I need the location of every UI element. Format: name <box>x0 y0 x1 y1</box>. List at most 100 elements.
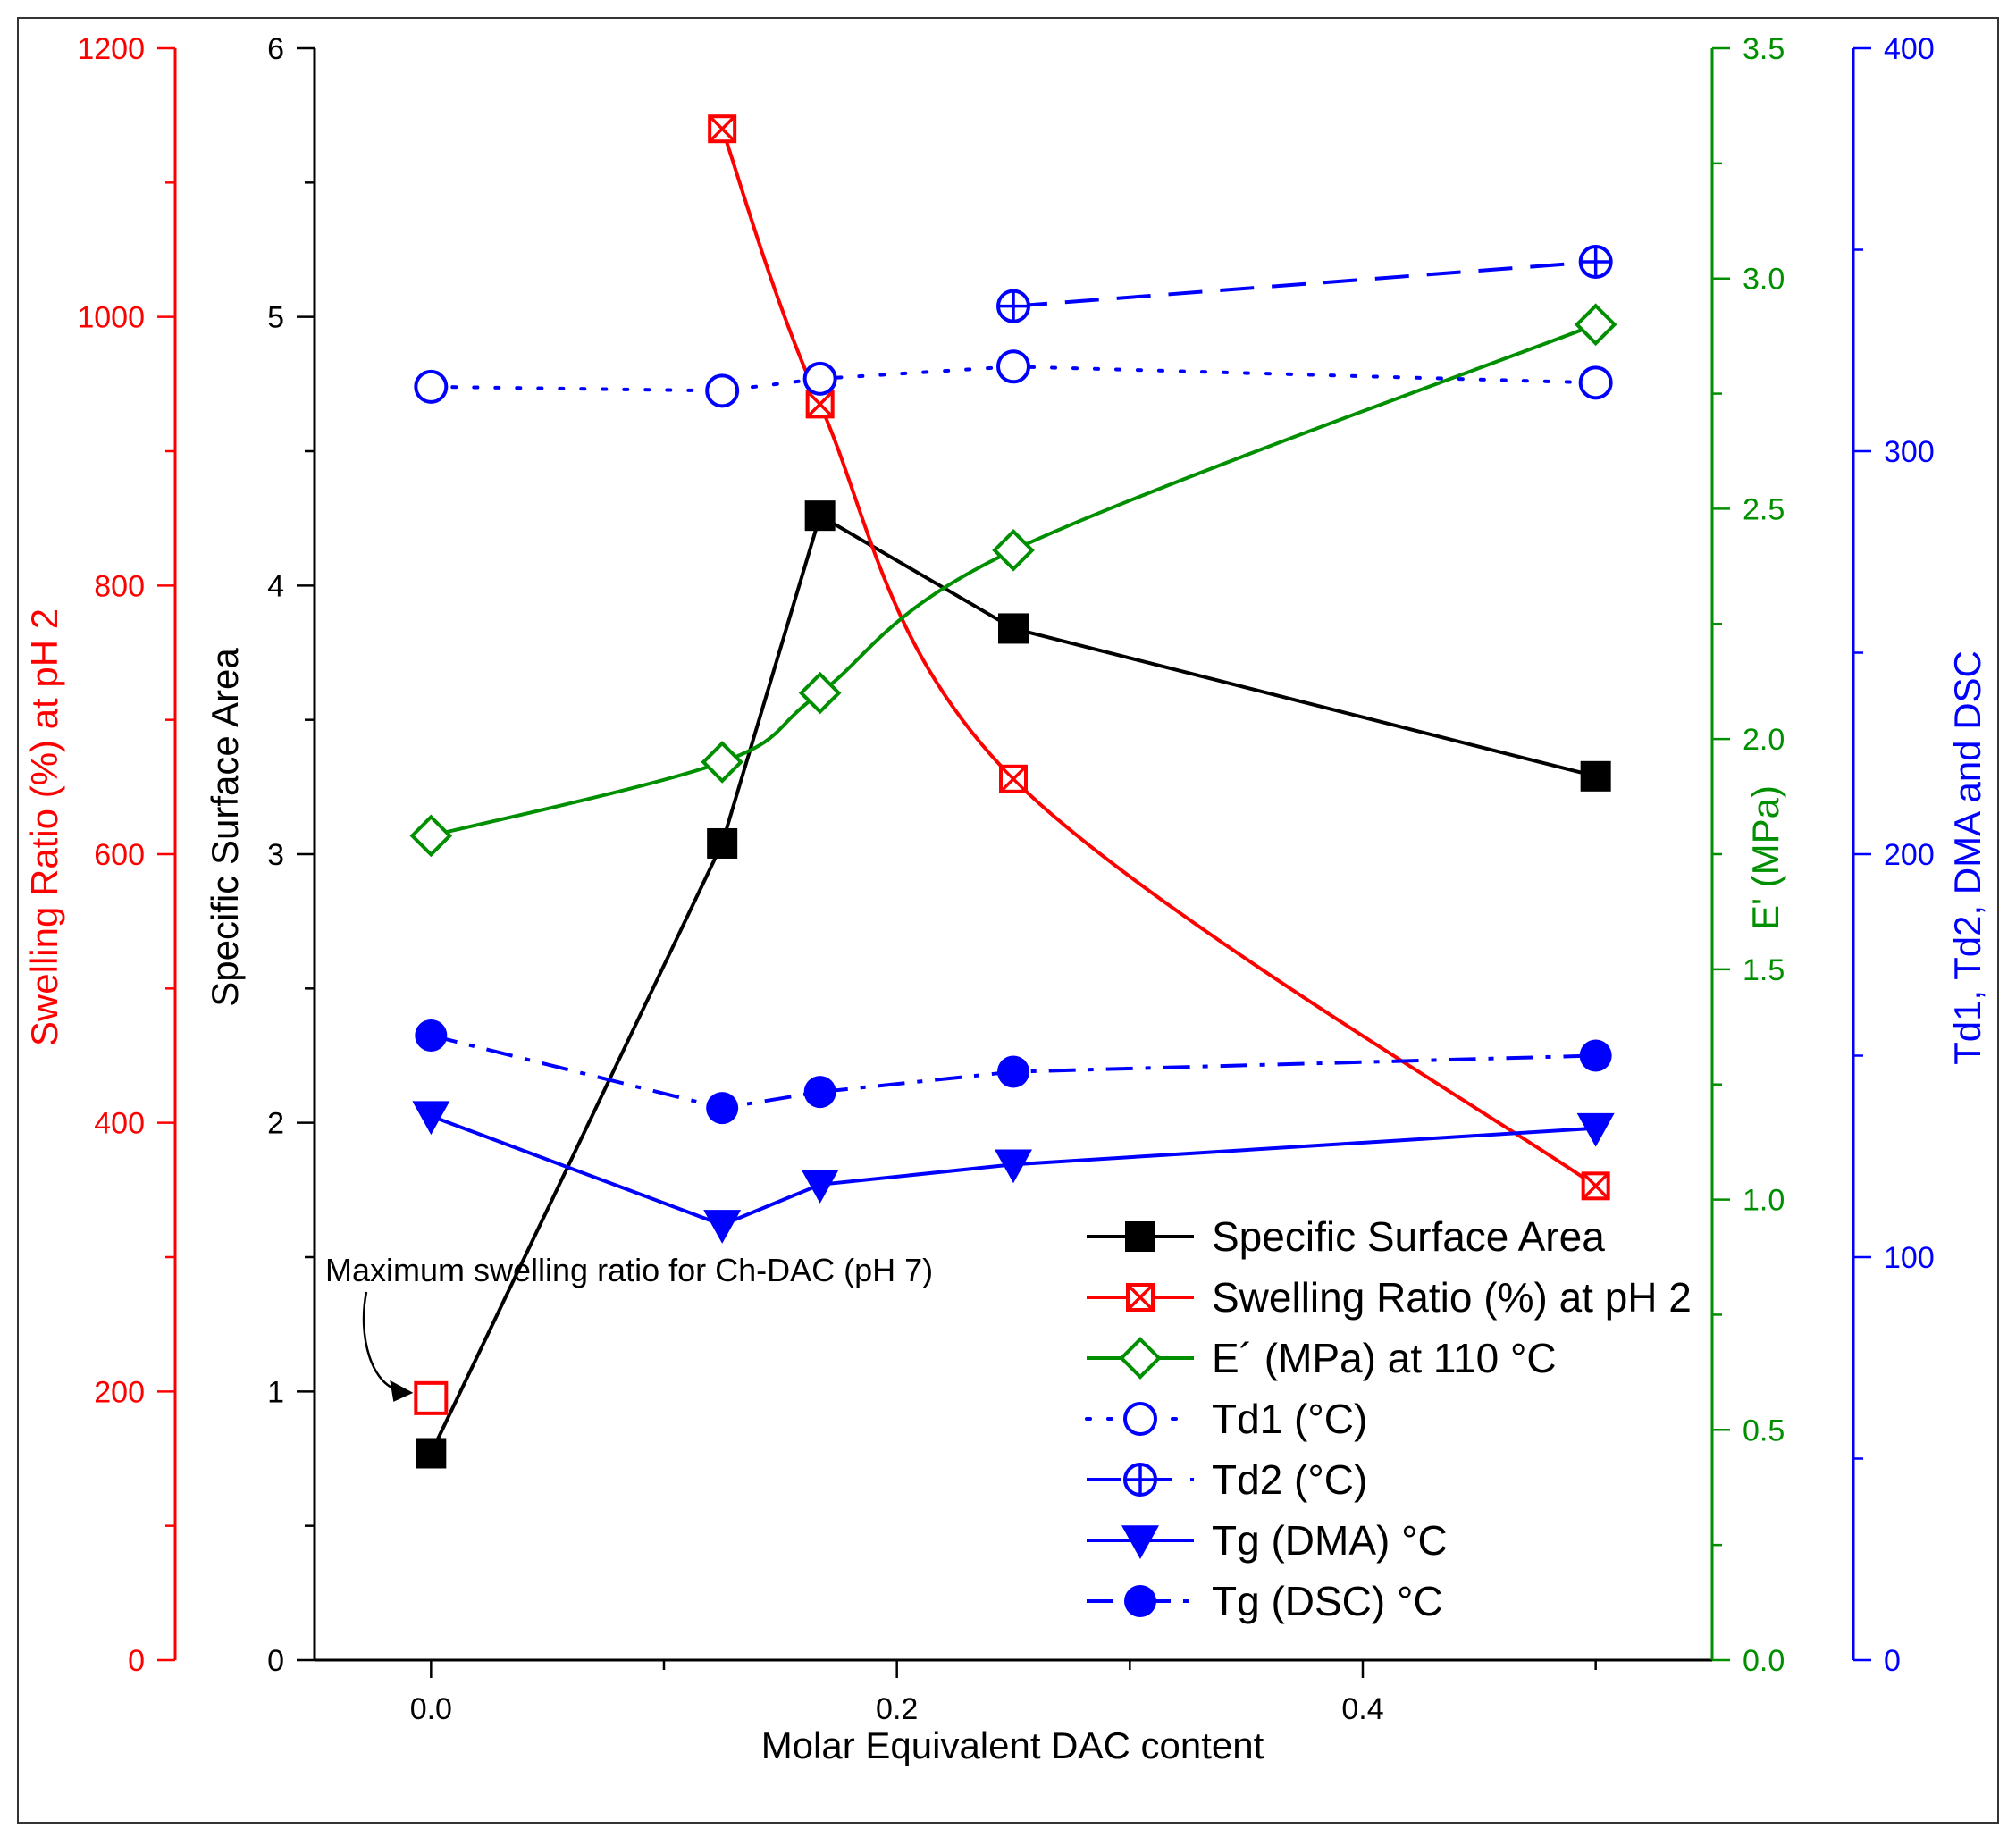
y-tick-label-swelling: 400 <box>94 1107 145 1141</box>
legend-item-specific-surface-area: Specific Surface Area <box>1087 1213 1605 1260</box>
legend-item-swelling-ratio-at-ph-2-label: Swelling Ratio (%) at pH 2 <box>1212 1274 1692 1321</box>
series-tg-dsc-c-point-1-shape <box>706 1092 739 1125</box>
series-e-mpa-at-110-c-line <box>430 323 1597 838</box>
series-tg-dsc-c-point-1 <box>706 1092 739 1125</box>
series-e-mpa-at-110-c-point-2-shape <box>798 671 842 715</box>
series-swelling-ratio-at-ph-2-point-2 <box>999 764 1028 793</box>
legend-item-td2-c: Td2 (°C) <box>1087 1456 1367 1503</box>
x-tick-label: 0.0 <box>410 1692 452 1726</box>
series-specific-surface-area-point-0-shape <box>416 1438 447 1469</box>
y-tick-label-modulus: 2.0 <box>1743 723 1785 757</box>
series-td2-c <box>996 245 1613 323</box>
y-tick-label-ssa: 3 <box>267 838 284 872</box>
series-tg-dma-c-point-2-shape <box>801 1170 839 1204</box>
series-td1-c-point-1 <box>705 373 740 408</box>
y-tick-label-modulus: 3.0 <box>1743 263 1785 297</box>
legend-item-td1-c-marker-shape <box>1123 1402 1157 1436</box>
x-tick-label: 0.2 <box>876 1692 918 1726</box>
series-td1-c-point-4-shape <box>1578 365 1613 400</box>
series-td1-c-point-0 <box>414 369 449 404</box>
extra-point-0-shape <box>414 1380 449 1415</box>
y-tick-label-ssa: 1 <box>267 1375 284 1409</box>
y-tick-label-temperature: 0 <box>1884 1644 1901 1678</box>
series-tg-dsc-c-point-0-shape <box>415 1019 448 1052</box>
y-tick-label-modulus: 1.0 <box>1743 1184 1785 1218</box>
series-td1-c-point-2 <box>802 361 837 396</box>
legend-item-e-mpa-at-110-c-marker-shape <box>1119 1337 1162 1380</box>
series-tg-dsc-c-line <box>430 1034 1596 1111</box>
legend-item-swelling-ratio-at-ph-2: Swelling Ratio (%) at pH 2 <box>1087 1274 1692 1321</box>
y-tick-label-ssa: 2 <box>267 1107 284 1141</box>
series-td2-c-point-0 <box>996 289 1030 323</box>
y-tick-label-swelling: 600 <box>94 838 145 872</box>
series-layer <box>409 114 1617 1469</box>
y-tick-label-temperature: 300 <box>1884 435 1935 469</box>
legend-item-specific-surface-area-marker-shape <box>1125 1221 1155 1252</box>
series-td1-c-point-1-shape <box>705 373 740 408</box>
legend-item-tg-dsc-c: Tg (DSC) °C <box>1087 1578 1443 1624</box>
legend-item-tg-dma-c-marker-shape <box>1121 1525 1159 1559</box>
y-tick-label-modulus: 3.5 <box>1743 32 1785 66</box>
series-tg-dma-c-point-4-shape <box>1576 1112 1615 1147</box>
series-td1-c-point-3 <box>996 349 1030 384</box>
series-tg-dma-c-point-0 <box>412 1101 450 1136</box>
legend-item-e-mpa-at-110-c: E´ (MPa) at 110 °C <box>1087 1335 1557 1381</box>
series-e-mpa-at-110-c-point-4 <box>1574 303 1617 347</box>
series-tg-dsc-c <box>415 1019 1612 1125</box>
series-td1-c <box>414 349 1613 408</box>
series-e-mpa-at-110-c-point-0-shape <box>409 814 453 858</box>
y-tick-label-temperature: 100 <box>1884 1241 1935 1275</box>
y-tick-label-modulus: 0.5 <box>1743 1413 1785 1447</box>
annotation-layer: Maximum swelling ratio for Ch-DAC (pH 7) <box>325 1252 933 1402</box>
series-swelling-ratio-at-ph-2-point-3-cross-b <box>1582 1172 1609 1200</box>
series-specific-surface-area <box>416 500 1611 1469</box>
legend: Specific Surface Area Swelling Ratio (%) … <box>1085 1213 1692 1624</box>
y-tick-label-modulus: 0.0 <box>1743 1644 1785 1678</box>
series-specific-surface-area-point-3 <box>998 613 1029 644</box>
series-tg-dsc-c-point-2 <box>803 1076 836 1109</box>
annotation-arrowhead <box>390 1380 414 1402</box>
series-e-mpa-at-110-c-point-2 <box>798 671 842 715</box>
series-specific-surface-area-point-3-shape <box>998 613 1029 644</box>
series-tg-dma-c <box>412 1101 1615 1244</box>
series-tg-dsc-c-point-3 <box>997 1055 1029 1088</box>
legend-item-specific-surface-area-label: Specific Surface Area <box>1212 1213 1605 1260</box>
legend-item-tg-dsc-c-marker-shape <box>1124 1585 1156 1617</box>
x-axis-title: Molar Equivalent DAC content <box>761 1724 1264 1766</box>
y-axis-title-temperature: Td1, Td2, DMA and DSC <box>1946 650 1988 1065</box>
series-specific-surface-area-point-1-shape <box>707 827 738 859</box>
series-tg-dma-c-point-1-shape <box>703 1210 742 1244</box>
series-tg-dsc-c-point-2-shape <box>803 1076 836 1109</box>
legend-item-swelling-ratio-at-ph-2-marker <box>1126 1283 1155 1312</box>
series-swelling-ratio-at-ph-2-point-3 <box>1581 1171 1610 1201</box>
series-swelling-ratio-at-ph-2-point-0-cross-b <box>708 114 736 143</box>
series-specific-surface-area-point-2-shape <box>804 500 836 532</box>
y-tick-label-swelling: 800 <box>94 569 145 603</box>
series-td2-c-point-1 <box>1578 245 1613 280</box>
series-swelling-ratio-at-ph-2-point-1 <box>805 390 835 419</box>
series-e-mpa-at-110-c-point-1 <box>701 741 743 784</box>
series-td1-c-point-4 <box>1578 365 1613 400</box>
series-specific-surface-area-point-0 <box>416 1438 447 1469</box>
y-axis-title-modulus: E' (MPa) <box>1744 785 1786 930</box>
y-axis-title-swelling: Swelling Ratio (%) at pH 2 <box>23 608 65 1046</box>
series-tg-dma-c-point-3-shape <box>995 1149 1032 1184</box>
annotation-arrow <box>362 1291 403 1393</box>
series-swelling-ratio-at-ph-2-point-2-cross-b <box>999 765 1028 793</box>
series-swelling-ratio-at-ph-2-line <box>720 128 1597 1187</box>
series-swelling-ratio-at-ph-2-point-0 <box>708 114 737 144</box>
legend-item-td1-c-label: Td1 (°C) <box>1212 1396 1367 1442</box>
y-tick-label-temperature: 200 <box>1884 838 1935 872</box>
series-tg-dma-c-point-1 <box>703 1210 742 1244</box>
series-td1-c-point-3-shape <box>996 349 1030 384</box>
series-specific-surface-area-point-4-shape <box>1580 760 1611 792</box>
legend-item-tg-dma-c-marker <box>1121 1525 1159 1559</box>
series-tg-dma-c-point-0-shape <box>412 1101 450 1136</box>
annotation-text: Maximum swelling ratio for Ch-DAC (pH 7) <box>325 1252 933 1288</box>
series-e-mpa-at-110-c-point-0 <box>409 814 453 858</box>
series-tg-dsc-c-point-3-shape <box>997 1055 1029 1088</box>
legend-item-swelling-ratio-at-ph-2-marker-cross-b <box>1126 1283 1155 1312</box>
legend-item-td2-c-label: Td2 (°C) <box>1212 1456 1367 1503</box>
legend-item-e-mpa-at-110-c-marker <box>1119 1337 1162 1380</box>
